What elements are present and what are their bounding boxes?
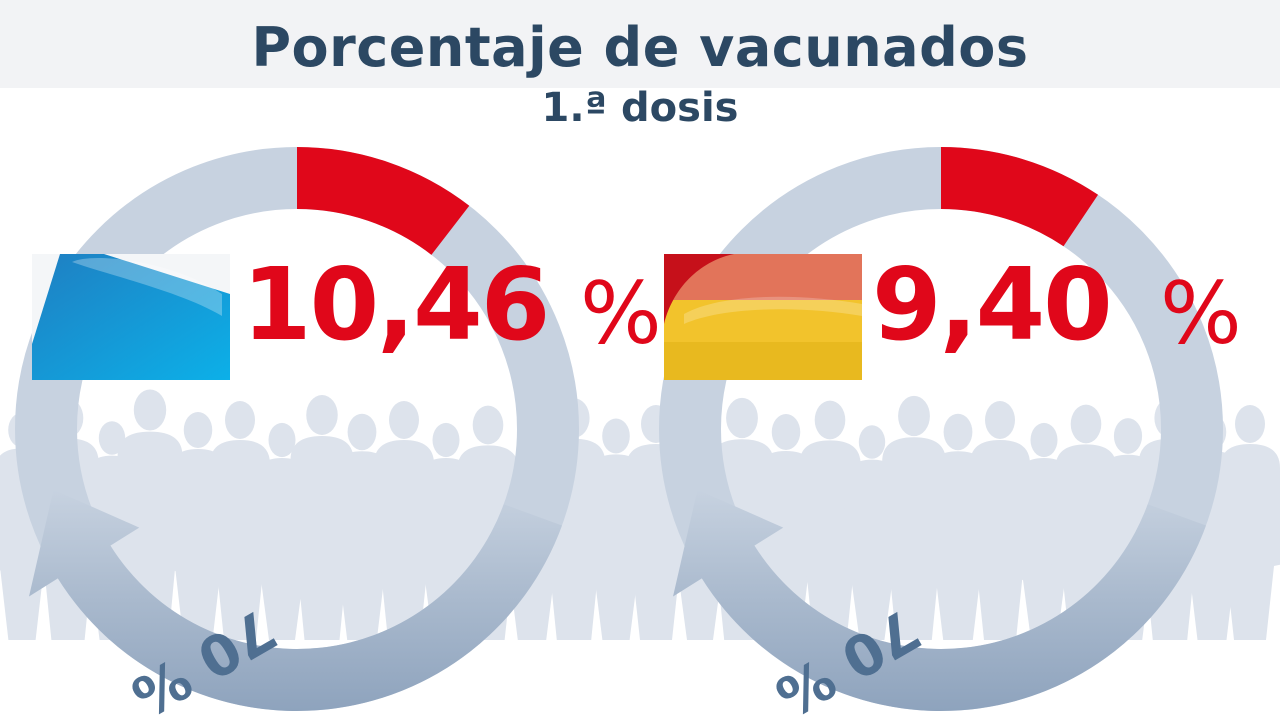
donut-chart-galicia: 70 % <box>15 147 579 720</box>
galicia-flag <box>32 254 230 380</box>
person-silhouette <box>1216 405 1280 640</box>
page-subtitle: 1.ª dosis <box>541 85 739 131</box>
target-arrow <box>673 489 1206 711</box>
target-arrow <box>29 489 562 711</box>
galicia-percent-sign: % <box>580 264 662 364</box>
donut-chart-spain: 70 % <box>659 147 1223 720</box>
vaccinated-segment <box>941 147 1099 247</box>
spain-percent-sign: % <box>1160 264 1242 364</box>
title-band <box>0 0 1280 88</box>
galicia-value: 10,46 <box>242 246 550 363</box>
spain-value: 9,40 <box>872 246 1113 363</box>
vaccinated-segment <box>297 147 470 255</box>
spain-flag <box>664 254 862 380</box>
page-title: Porcentaje de vacunados <box>251 16 1029 79</box>
